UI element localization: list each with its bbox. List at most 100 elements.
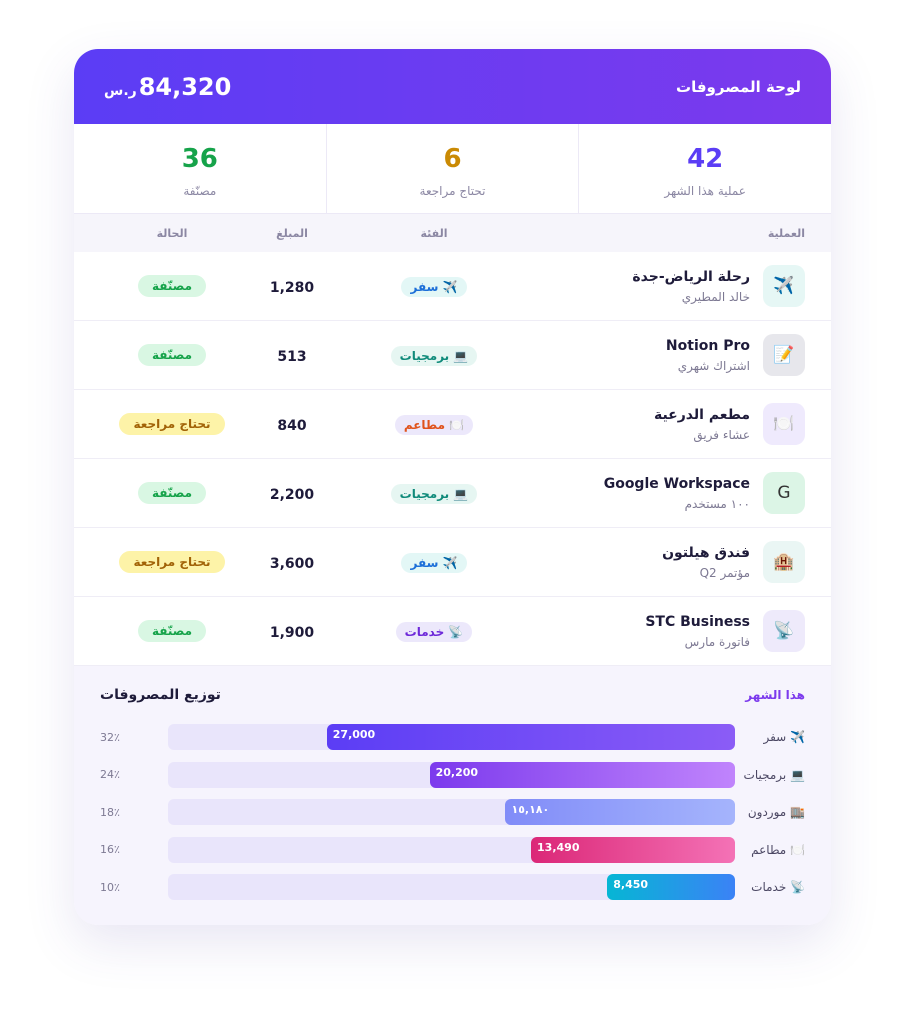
- amount-cell: 1,280: [244, 277, 340, 296]
- status-cell: مصنّفة: [100, 620, 244, 642]
- table-row: 📡 STC Business فاتورة مارس 📡 خدمات 1,900 مصنّ…: [74, 597, 831, 666]
- status-badge: مصنّفة: [137, 620, 207, 642]
- operation: 🍽️ مطعم الدرعية عشاء فريق: [528, 403, 805, 445]
- operation-subtitle: اشتراك شهري: [677, 358, 750, 373]
- column-header: الفئة: [420, 226, 448, 240]
- bar-percent: 10٪: [100, 880, 120, 894]
- distribution-title: توزيع المصروفات: [100, 687, 221, 703]
- category-cell: 💻 برمجيات: [340, 483, 528, 504]
- stat: 42 عملية هذا الشهر: [578, 124, 831, 213]
- category-chip: 💻 برمجيات: [390, 483, 478, 504]
- bar-label: 🍽️ مطاعم: [751, 842, 805, 857]
- operation-title: Notion Pro: [665, 337, 750, 354]
- amount: 840: [277, 417, 307, 434]
- category-chip: ✈️ سفر: [401, 552, 467, 573]
- bar: 20,200: [429, 761, 735, 788]
- row-icon: 🏨: [763, 541, 805, 583]
- table-row: G Google Workspace ١٠٠ مستخدم 💻 برمجيات 2,20…: [74, 459, 831, 528]
- amount: 1,280: [269, 279, 315, 296]
- row-icon: ✈️: [763, 265, 805, 307]
- period: هذا الشهر: [745, 688, 805, 702]
- stat: 6 تحتاج مراجعة: [325, 124, 579, 213]
- stat-label: مصنّفة: [183, 184, 217, 198]
- total: ر.س 84,320: [104, 73, 231, 101]
- amount-cell: 2,200: [244, 484, 340, 503]
- total-amount: 84,320: [138, 72, 232, 101]
- operation: ✈️ رحلة الرياض-جدة خالد المطيري: [528, 265, 805, 307]
- status-badge: مصنّفة: [137, 275, 207, 297]
- table-row: 📝 Notion Pro اشتراك شهري 💻 برمجيات 513 مصنّفة: [74, 321, 831, 390]
- bar-label: 🏬 موردون: [747, 805, 805, 820]
- amount: 2,200: [269, 486, 315, 503]
- status-cell: تحتاج مراجعة: [100, 413, 244, 435]
- table-header: العملية الفئة المبلغ الحالة: [74, 214, 831, 252]
- status-badge: مصنّفة: [137, 344, 207, 366]
- bar-value-label: 27,000: [332, 728, 376, 741]
- category-chip: 🍽️ مطاعم: [394, 414, 474, 435]
- operation-subtitle: فاتورة مارس: [684, 634, 750, 649]
- status-cell: مصنّفة: [100, 482, 244, 504]
- operation-title: فندق هيلتون: [662, 544, 750, 561]
- bar-percent: 18٪: [100, 805, 120, 819]
- status-badge: مصنّفة: [137, 482, 207, 504]
- stat: 36 مصنّفة: [74, 124, 326, 213]
- status-cell: مصنّفة: [100, 344, 244, 366]
- operation-text: STC Business فاتورة مارس: [645, 614, 750, 649]
- operation-text: رحلة الرياض-جدة خالد المطيري: [632, 269, 750, 304]
- bar-track: ١٥,١٨٠: [168, 799, 735, 826]
- bar-track: 20,200: [168, 761, 735, 788]
- bar-percent: 32٪: [100, 730, 120, 744]
- bar-value-label: 13,490: [537, 840, 580, 854]
- stat-value: 42: [687, 144, 724, 174]
- bar-label: 📡 خدمات: [751, 880, 805, 895]
- bar-value-label: 20,200: [435, 765, 479, 779]
- operation-title: رحلة الرياض-جدة: [632, 268, 750, 285]
- table-row: 🍽️ مطعم الدرعية عشاء فريق 🍽️ مطاعم 840 تحتاج …: [74, 390, 831, 459]
- dashboard-card: لوحة المصروفات ر.س 84,320 42 عملية هذا ال…: [74, 49, 831, 925]
- row-icon: G: [763, 472, 805, 514]
- category-cell: ✈️ سفر: [340, 552, 528, 573]
- stat-label: عملية هذا الشهر: [664, 184, 746, 198]
- operation: 📡 STC Business فاتورة مارس: [528, 610, 805, 652]
- bar-percent: 24٪: [100, 768, 120, 782]
- table-row: 🏨 فندق هيلتون مؤتمر Q2 ✈️ سفر 3,600 تحتاج مرا…: [74, 528, 831, 597]
- operation-subtitle: عشاء فريق: [693, 427, 750, 442]
- bar-row: 🍽️ مطاعم 13,490 16٪: [100, 836, 805, 863]
- row-icon: 🍽️: [763, 403, 805, 445]
- bar-percent: 16٪: [100, 843, 120, 857]
- bar-track: 8,450: [168, 874, 735, 901]
- category-chip: ✈️ سفر: [401, 276, 467, 297]
- distribution-header: هذا الشهر توزيع المصروفات: [100, 686, 805, 704]
- operation-text: Notion Pro اشتراك شهري: [666, 338, 750, 373]
- bar: 13,490: [531, 836, 735, 863]
- column-header: المبلغ: [276, 226, 308, 240]
- amount-cell: 513: [244, 346, 340, 365]
- row-icon: 📝: [763, 334, 805, 376]
- amount: 513: [277, 348, 307, 365]
- bar-track: 13,490: [168, 836, 735, 863]
- bar-row: 📡 خدمات 8,450 10٪: [100, 874, 805, 901]
- stat-value: 36: [181, 144, 218, 174]
- operation: G Google Workspace ١٠٠ مستخدم: [528, 472, 805, 514]
- stat-label: تحتاج مراجعة: [419, 184, 486, 198]
- row-icon: 📡: [763, 610, 805, 652]
- amount-cell: 3,600: [244, 553, 340, 572]
- bar: 27,000: [326, 724, 735, 750]
- category-cell: 💻 برمجيات: [340, 345, 528, 366]
- amount-cell: 840: [244, 415, 340, 434]
- amount: 1,900: [269, 624, 315, 641]
- operation-title: مطعم الدرعية: [653, 406, 750, 423]
- bar-label: 💻 برمجيات: [743, 767, 805, 782]
- stats: 42 عملية هذا الشهر 6 تحتاج مراجعة 36 مصنّفة: [74, 124, 831, 214]
- header: لوحة المصروفات ر.س 84,320: [74, 49, 831, 124]
- table-row: ✈️ رحلة الرياض-جدة خالد المطيري ✈️ سفر 1,280…: [74, 252, 831, 321]
- operation-text: Google Workspace ١٠٠ مستخدم: [604, 476, 750, 511]
- operation-text: فندق هيلتون مؤتمر Q2: [662, 545, 750, 580]
- category-cell: ✈️ سفر: [340, 276, 528, 297]
- title: لوحة المصروفات: [676, 77, 801, 96]
- bar-row: 🏬 موردون ١٥,١٨٠ 18٪: [100, 799, 805, 826]
- status-badge: تحتاج مراجعة: [119, 413, 225, 435]
- table-body: ✈️ رحلة الرياض-جدة خالد المطيري ✈️ سفر 1,280…: [74, 252, 831, 666]
